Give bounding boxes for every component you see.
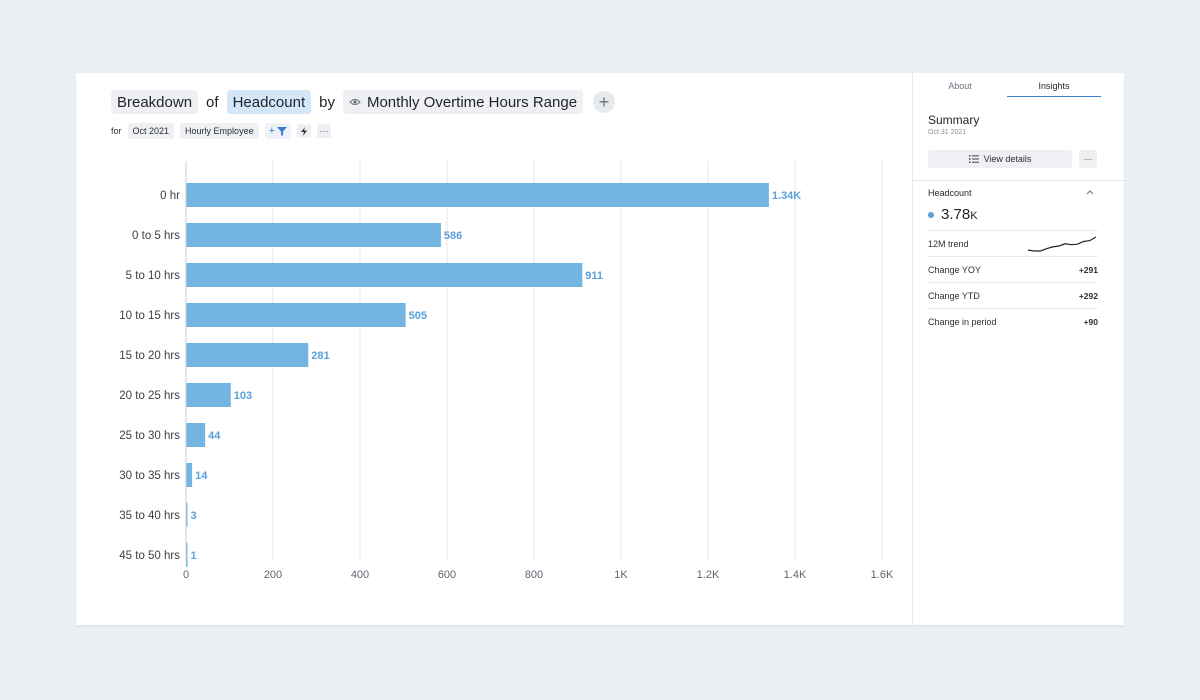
bar[interactable] <box>186 303 406 327</box>
x-tick-label: 1.4K <box>784 569 807 581</box>
x-tick-label: 1.6K <box>871 569 894 581</box>
bar[interactable] <box>186 423 206 447</box>
category-label: 20 to 25 hrs <box>119 390 180 402</box>
bar[interactable] <box>186 543 188 567</box>
metric-row-period: Change in period +90 <box>928 308 1098 335</box>
tab-about[interactable]: About <box>948 81 972 91</box>
bar[interactable] <box>186 463 193 487</box>
bar-value-label: 1.34K <box>772 190 801 202</box>
bar-value-label: 3 <box>191 510 197 522</box>
trend-sparkline <box>1027 236 1097 252</box>
bar-value-label: 1 <box>191 550 197 562</box>
bar-value-label: 103 <box>234 390 252 402</box>
summary-title: Summary <box>928 113 980 127</box>
bar[interactable] <box>186 263 583 287</box>
bar-chart: 1.34K 586 911 505 281 103 44 14 3 1 0 200 400 600 800… <box>119 161 894 581</box>
panel-tabs: About Insights <box>913 73 1101 97</box>
bar[interactable] <box>186 223 441 247</box>
headcount-number: 3.78K <box>941 206 978 223</box>
view-details-label: View details <box>983 154 1032 164</box>
metric-row-ytd: Change YTD +292 <box>928 282 1098 309</box>
bar-value-label: 586 <box>444 230 462 242</box>
panel-more-button[interactable]: ··· <box>1079 150 1097 168</box>
headcount-label: Headcount <box>928 188 972 198</box>
period-filter[interactable]: Oct 2021 <box>127 123 175 139</box>
lightning-button[interactable] <box>297 124 312 138</box>
bar[interactable] <box>186 183 769 207</box>
query-title: Breakdown of Headcount by Monthly Overti… <box>111 90 616 114</box>
of-word: of <box>206 93 219 111</box>
metric-value: +90 <box>1083 317 1098 327</box>
category-label: 30 to 35 hrs <box>119 470 180 482</box>
x-tick-label: 200 <box>264 569 282 581</box>
chevron-up-icon[interactable] <box>1086 187 1094 197</box>
add-dimension-button[interactable]: + <box>593 91 616 113</box>
x-axis: 0 200 400 600 800 1K 1.2K 1.4K 1.6K 0 hr 0 to 5 hr… <box>119 161 894 581</box>
tab-insights[interactable]: Insights <box>1007 73 1101 97</box>
list-icon <box>968 155 979 163</box>
x-tick-label: 400 <box>351 569 369 581</box>
bars: 1.34K 586 911 505 281 103 44 14 3 1 <box>186 183 801 567</box>
metric-row-yoy: Change YOY +291 <box>928 256 1098 283</box>
x-tick-label: 1K <box>614 569 628 581</box>
bar-value-label: 281 <box>311 350 329 362</box>
bar-value-label: 44 <box>208 430 221 442</box>
dimension-label: Monthly Overtime Hours Range <box>366 93 578 111</box>
view-details-button[interactable]: View details <box>928 150 1072 168</box>
trend-line <box>1027 236 1097 252</box>
x-tick-label: 1.2K <box>697 569 720 581</box>
x-tick-label: 0 <box>183 569 189 581</box>
for-label: for <box>111 126 122 136</box>
x-tick-label: 800 <box>525 569 543 581</box>
metric-label: Change YTD <box>928 291 980 301</box>
filter-bar: for Oct 2021 Hourly Employee + ··· <box>111 123 332 139</box>
category-label: 25 to 30 hrs <box>119 430 180 442</box>
headcount-value: 3.78K <box>928 206 978 223</box>
summary-date: Oct 31 2021 <box>928 129 967 136</box>
category-label: 10 to 15 hrs <box>119 310 180 322</box>
category-label: 0 hr <box>160 190 180 202</box>
bar-value-label: 505 <box>409 310 427 322</box>
bar-value-label: 911 <box>585 270 603 282</box>
add-filter-button[interactable]: + <box>264 123 292 139</box>
series-dot-icon <box>928 211 934 218</box>
metric-label: Change YOY <box>928 265 981 275</box>
category-label: 35 to 40 hrs <box>119 510 180 522</box>
metric-chip[interactable]: Headcount <box>226 90 312 114</box>
panel-divider <box>913 180 1125 181</box>
group-filter[interactable]: Hourly Employee <box>180 123 259 139</box>
eye-icon <box>349 99 361 105</box>
dimension-chip[interactable]: Monthly Overtime Hours Range <box>342 90 584 114</box>
metric-value: +291 <box>1078 265 1098 275</box>
trend-label: 12M trend <box>928 239 969 249</box>
breakdown-chip[interactable]: Breakdown <box>111 90 199 114</box>
report-card: Breakdown of Headcount by Monthly Overti… <box>76 73 1125 625</box>
by-word: by <box>319 93 335 111</box>
bar[interactable] <box>186 503 188 527</box>
add-filter-plus: + <box>268 125 276 137</box>
side-panel: About Insights Summary Oct 31 2021 View … <box>912 73 1125 625</box>
category-label: 0 to 5 hrs <box>132 230 180 242</box>
metric-value: +292 <box>1078 291 1098 301</box>
lightning-icon <box>301 126 308 136</box>
metric-label: Change in period <box>928 317 997 327</box>
bar-value-label: 14 <box>195 470 208 482</box>
filter-icon <box>277 126 288 136</box>
category-label: 15 to 20 hrs <box>119 350 180 362</box>
filter-more-button[interactable]: ··· <box>317 124 332 138</box>
category-label: 45 to 50 hrs <box>119 550 180 562</box>
bar[interactable] <box>186 343 309 367</box>
bar[interactable] <box>186 383 231 407</box>
chart-area: Breakdown of Headcount by Monthly Overti… <box>76 73 912 625</box>
x-tick-label: 600 <box>438 569 456 581</box>
trend-row: 12M trend <box>928 230 1098 257</box>
category-label: 5 to 10 hrs <box>126 270 181 282</box>
